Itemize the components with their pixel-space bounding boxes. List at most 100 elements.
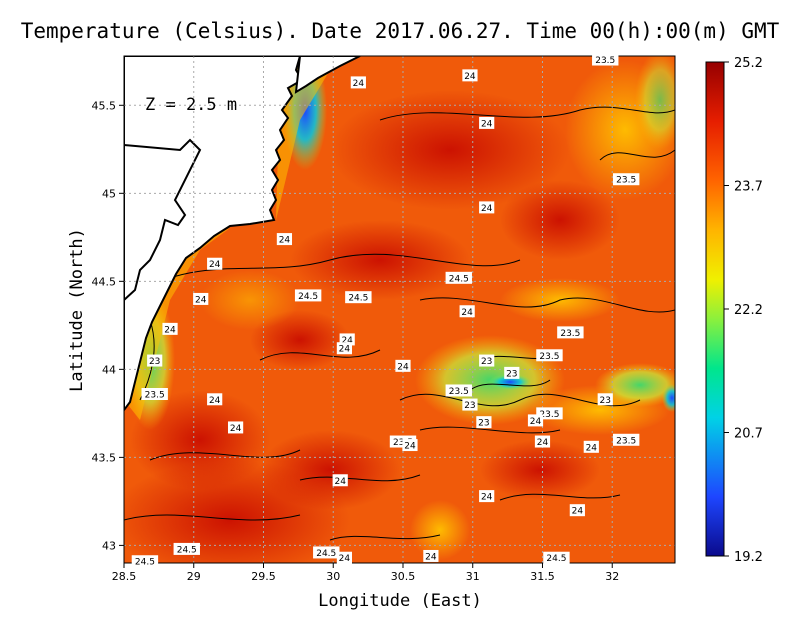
contour-label: 24 xyxy=(230,424,242,434)
contour-label-box xyxy=(332,474,348,487)
contour-label: 24.5 xyxy=(316,549,336,559)
contour-label: 24 xyxy=(464,72,476,82)
contour-label-box xyxy=(543,551,570,564)
contour-label: 23.5 xyxy=(539,410,559,420)
plot-frame xyxy=(123,55,676,564)
contour-label: 23 xyxy=(481,357,492,367)
contour-label: 24 xyxy=(481,493,493,503)
upwelling-patch xyxy=(635,56,675,150)
contour-label: 23 xyxy=(149,357,160,367)
y-tick-label: 44.5 xyxy=(92,275,117,288)
cool-patch xyxy=(200,270,300,330)
contour-label: 24.5 xyxy=(449,274,469,284)
contour-label-box xyxy=(395,359,411,372)
y-tick-label: 45 xyxy=(102,187,116,200)
x-tick-label: 29 xyxy=(187,570,201,583)
x-tick-label: 31.5 xyxy=(530,570,555,583)
x-tick-label: 30.5 xyxy=(391,570,416,583)
contour-label-box xyxy=(131,555,159,568)
cool-patch xyxy=(410,500,470,560)
contour-label: 24.5 xyxy=(348,294,368,304)
contour-label: 24.5 xyxy=(177,545,197,555)
contour-label: 24.5 xyxy=(298,292,318,302)
contour-label: 24 xyxy=(279,236,291,246)
colorbar-tick-label: 22.2 xyxy=(734,303,763,318)
contour-label: 23 xyxy=(464,401,475,411)
x-axis: 28.5 29 29.5 30 30.5 31 31.5 32 xyxy=(112,563,619,583)
contour-label-box xyxy=(597,393,613,406)
contour-label: 24 xyxy=(572,507,584,517)
x-tick-label: 31 xyxy=(466,570,480,583)
contour-label: 23.5 xyxy=(616,176,636,186)
contour-label: 24 xyxy=(530,417,542,427)
x-tick-label: 32 xyxy=(605,570,619,583)
contour-label: 24 xyxy=(404,442,416,452)
contour-label-box xyxy=(479,354,495,367)
warm-patch xyxy=(290,220,470,300)
contour-label-box xyxy=(207,257,223,270)
contour-label: 23.5 xyxy=(539,352,559,362)
contour-label-box xyxy=(569,504,585,517)
contour-label: 24 xyxy=(209,396,221,406)
warm-patch xyxy=(480,440,600,500)
contour-label-box xyxy=(147,354,163,367)
contour-label: 24 xyxy=(195,295,207,305)
y-tick-label: 43 xyxy=(102,539,116,552)
contour-label-box xyxy=(193,292,209,305)
contour-label-box xyxy=(423,549,439,562)
contour-label: 24 xyxy=(461,308,473,318)
contour-label-box xyxy=(504,366,520,379)
contour-label: 24 xyxy=(339,554,351,564)
contour-label-box xyxy=(479,490,495,503)
contour-label-box xyxy=(479,201,495,214)
contour-label-box xyxy=(612,173,640,186)
contour-label-box xyxy=(459,305,475,318)
contour-label: 24 xyxy=(334,477,346,487)
contour-label-box xyxy=(313,546,340,559)
contour-label-box xyxy=(462,69,478,82)
contour-label: 24 xyxy=(209,260,221,270)
contour-label: 23.5 xyxy=(449,387,469,397)
contour-label-box xyxy=(350,76,366,89)
contour-label: 23.5 xyxy=(595,56,615,66)
colorbar-tick-label: 23.7 xyxy=(734,180,763,195)
warm-patch xyxy=(330,90,570,210)
contour-label-box xyxy=(534,435,551,448)
contour-label: 23.5 xyxy=(145,391,165,401)
contour-label-box xyxy=(402,439,418,452)
contour-label: 24 xyxy=(339,345,351,355)
contour-label: 23.5 xyxy=(616,436,636,446)
colorbar-tick-label: 25.2 xyxy=(734,56,763,71)
contour-label: 23 xyxy=(600,396,611,406)
contour-label-box xyxy=(583,440,599,453)
contour-label-box xyxy=(476,416,492,429)
colorbar-scale xyxy=(705,61,725,557)
y-tick-label: 44 xyxy=(102,363,116,376)
x-tick-label: 30 xyxy=(326,570,340,583)
contour-label: 24.5 xyxy=(546,554,566,564)
contour-label-box xyxy=(141,388,168,400)
cold-core xyxy=(662,384,675,412)
contour-label-box xyxy=(227,421,244,434)
warm-patch xyxy=(500,180,620,260)
contour-label-box xyxy=(479,116,495,129)
contour-label: 24 xyxy=(397,362,409,372)
contour-label-box xyxy=(276,233,293,246)
contour-label: 24.5 xyxy=(135,558,155,568)
land-coast xyxy=(124,56,304,412)
contour-label-box xyxy=(445,384,472,397)
contour-label: 24 xyxy=(425,552,437,562)
colorbar-tick-label: 19.2 xyxy=(734,550,763,565)
contour-label: 24 xyxy=(537,438,549,448)
contour-label: 24 xyxy=(164,325,176,335)
grid xyxy=(124,56,675,563)
figure-title: Temperature (Celsius). Date 2017.06.27. … xyxy=(21,19,780,43)
contour-label-box xyxy=(592,53,619,66)
contour-label: 24 xyxy=(341,336,353,346)
y-axis: 43 43.5 44 44.5 45 45.5 xyxy=(92,99,124,552)
upwelling-patch xyxy=(595,363,675,407)
warm-patch xyxy=(260,430,400,510)
contour-label-box xyxy=(336,551,352,564)
contour-label: 23 xyxy=(478,419,489,429)
